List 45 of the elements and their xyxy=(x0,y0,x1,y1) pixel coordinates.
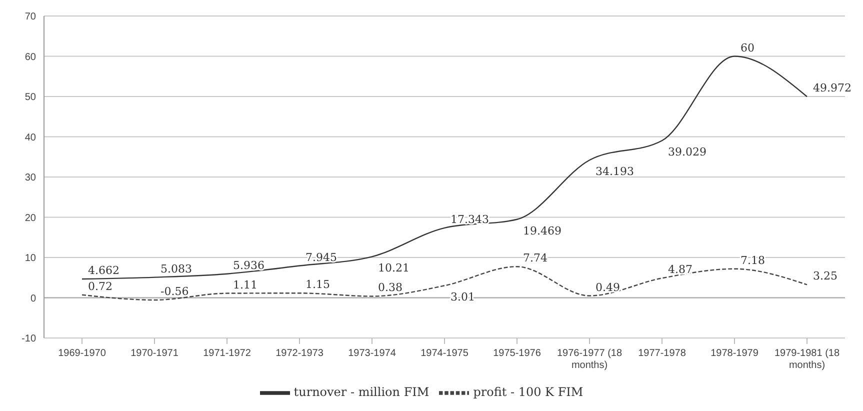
data-label: 60 xyxy=(740,41,754,54)
data-label: 7.18 xyxy=(740,254,765,267)
x-tick-label: 1978-1979 xyxy=(710,348,759,359)
x-tick-label: 1974-1975 xyxy=(420,348,469,359)
data-label: 39.029 xyxy=(668,146,706,159)
data-label: 3.01 xyxy=(450,290,475,304)
x-tick-label: 1979-1981 (18 months) xyxy=(774,348,840,371)
legend-label: turnover - million FIM xyxy=(294,385,430,400)
data-label: 7.945 xyxy=(306,250,337,264)
data-label: 4.87 xyxy=(668,263,692,276)
x-tick-label: 1972-1973 xyxy=(276,348,324,359)
y-tick-label: 10 xyxy=(24,253,36,264)
y-tick-label: 20 xyxy=(24,212,36,224)
data-label: 10.21 xyxy=(378,262,410,275)
y-tick-label: 50 xyxy=(24,92,36,104)
x-tick-label: 1975-1976 xyxy=(493,348,542,359)
data-label: 0.49 xyxy=(596,280,620,294)
data-label: 17.343 xyxy=(450,212,489,226)
data-label: 0.72 xyxy=(88,280,112,293)
data-label: 5.083 xyxy=(160,262,192,276)
x-tick-label: 1970-1971 xyxy=(130,348,179,359)
data-label: 5.936 xyxy=(233,258,264,272)
y-tick-label: 60 xyxy=(24,52,36,63)
data-label: 49.972 xyxy=(813,82,852,95)
data-label: 3.25 xyxy=(813,270,838,283)
y-tick-label: 0 xyxy=(30,293,36,304)
data-label: 34.193 xyxy=(596,165,634,178)
y-tick-label: 70 xyxy=(24,12,36,23)
data-label: 1.15 xyxy=(306,278,330,292)
x-tick-label: 1977-1978 xyxy=(638,348,686,359)
data-label: 19.469 xyxy=(523,224,562,238)
x-tick-label: 1969-1970 xyxy=(58,348,106,359)
y-tick-label: 30 xyxy=(24,172,36,184)
y-tick-label: -10 xyxy=(22,334,36,345)
data-label: 0.38 xyxy=(378,281,402,294)
data-label: 4.662 xyxy=(88,264,120,277)
y-tick-label: 40 xyxy=(24,132,36,144)
line-series xyxy=(81,56,808,280)
data-label: 7.74 xyxy=(523,252,548,265)
data-label: 1.11 xyxy=(233,278,258,292)
data-label: -0.56 xyxy=(160,285,189,298)
x-tick-label: 1971-1972 xyxy=(203,348,252,359)
x-tick-label: 1976-1977 (18 months) xyxy=(556,348,622,371)
legend-label: profit - 100 K FIM xyxy=(473,385,584,400)
x-tick-label: 1973-1974 xyxy=(348,348,396,359)
